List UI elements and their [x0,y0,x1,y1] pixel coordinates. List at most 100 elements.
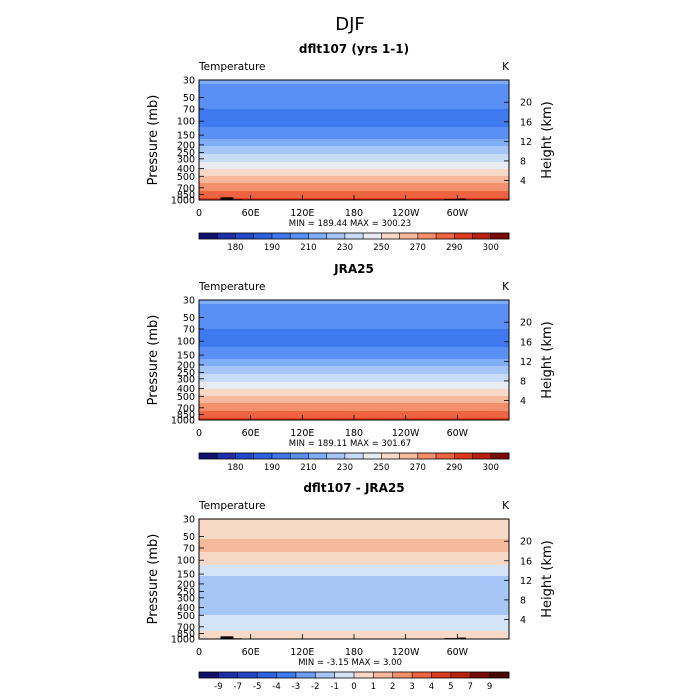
colorbar-label: -7 [234,682,242,692]
contour-band [199,83,509,85]
contour-band [199,193,509,195]
contour-band [199,137,509,139]
contour-band [199,336,509,338]
contour-band [199,355,509,357]
contour-band [199,373,509,375]
contour-band [199,176,509,178]
contour-band [199,347,509,349]
contour-band [199,154,509,156]
x-tick-label: 60W [447,428,469,439]
contour-band [199,394,509,396]
contour-band [199,628,509,630]
y2-tick-label: 8 [520,376,526,387]
contour-band [199,364,509,366]
contour-band [199,186,509,188]
contour-band [199,544,509,546]
contour-band [199,311,509,313]
contour-band [199,107,509,109]
contour-band [199,160,509,162]
colorbar-swatch [271,233,291,239]
contour-band [199,412,509,414]
contour-band [199,350,509,352]
y2-tick-label: 12 [520,357,532,368]
contour-band [199,104,509,106]
contour-band [199,135,509,137]
colorbar-swatch [290,453,309,459]
contour-band [199,522,509,524]
contour-band [199,625,509,627]
contour-band [199,80,509,82]
contour-band [199,303,509,305]
contour-band [199,560,509,562]
contour-band [199,105,509,107]
colorbar-swatch [363,233,382,239]
y2-tick-label: 16 [520,556,532,567]
y-tick-label: 500 [177,611,195,622]
contour-band [199,380,509,382]
colorbar-label: 7 [468,682,473,692]
contour-band [199,156,509,158]
y-tick-label: 300 [177,374,195,385]
x-tick-label: 0 [196,428,202,439]
colorbar-swatch [399,233,419,239]
contour-band [199,304,509,306]
contour-band [199,603,509,605]
x-tick-label: 0 [196,208,202,219]
contour-band [199,372,509,374]
y-tick-label: 70 [183,324,195,335]
contour-band [199,600,509,602]
y-tick-label: 150 [177,351,195,362]
contour-band [199,340,509,342]
colorbar-swatch [470,672,490,678]
contour-band [199,589,509,591]
contour-band [199,352,509,354]
contour-band [199,575,509,577]
contour-band [199,94,509,96]
colorbar-label: 5 [448,682,453,692]
contour-band [199,539,509,541]
contour-band [199,96,509,98]
contour-band [199,100,509,102]
colorbar-label: 4 [429,682,434,692]
contour-band [199,624,509,626]
contour-band [199,130,509,132]
contour-band [199,543,509,545]
colorbar-swatch [490,233,510,239]
contour-band [199,301,509,303]
x-tick-label: 120E [290,428,314,439]
contour-band [199,553,509,555]
contour-band [199,173,509,175]
contour-band [199,528,509,530]
colorbar-swatch [436,453,455,459]
y-tick-label: 1000 [171,635,195,646]
contour-band [199,559,509,561]
contour-band [199,631,509,633]
contour-band [199,143,509,145]
contour-band [199,326,509,328]
contour-band [199,573,509,575]
contour-band [199,339,509,341]
contour-band [199,578,509,580]
contour-band [199,574,509,576]
contour-band [199,386,509,388]
contour-band [199,330,509,332]
y-tick-label: 150 [177,131,195,142]
panel-title: dflt107 - JRA25 [303,481,404,495]
colorbar-swatch [472,453,492,459]
contour-band [199,341,509,343]
contour-band [199,175,509,177]
colorbar-label: 9 [487,682,492,692]
contour-band [199,395,509,397]
contour-band [199,405,509,407]
contour-band [199,365,509,367]
contour-band [199,118,509,120]
y-tick-label: 700 [177,183,195,194]
y-tick-label: 250 [177,587,195,598]
contour-band [199,110,509,112]
contour-band [199,165,509,167]
colorbar-swatch [235,233,255,239]
colorbar-swatch [218,672,239,678]
contour-band [199,547,509,549]
contour-band [199,545,509,547]
